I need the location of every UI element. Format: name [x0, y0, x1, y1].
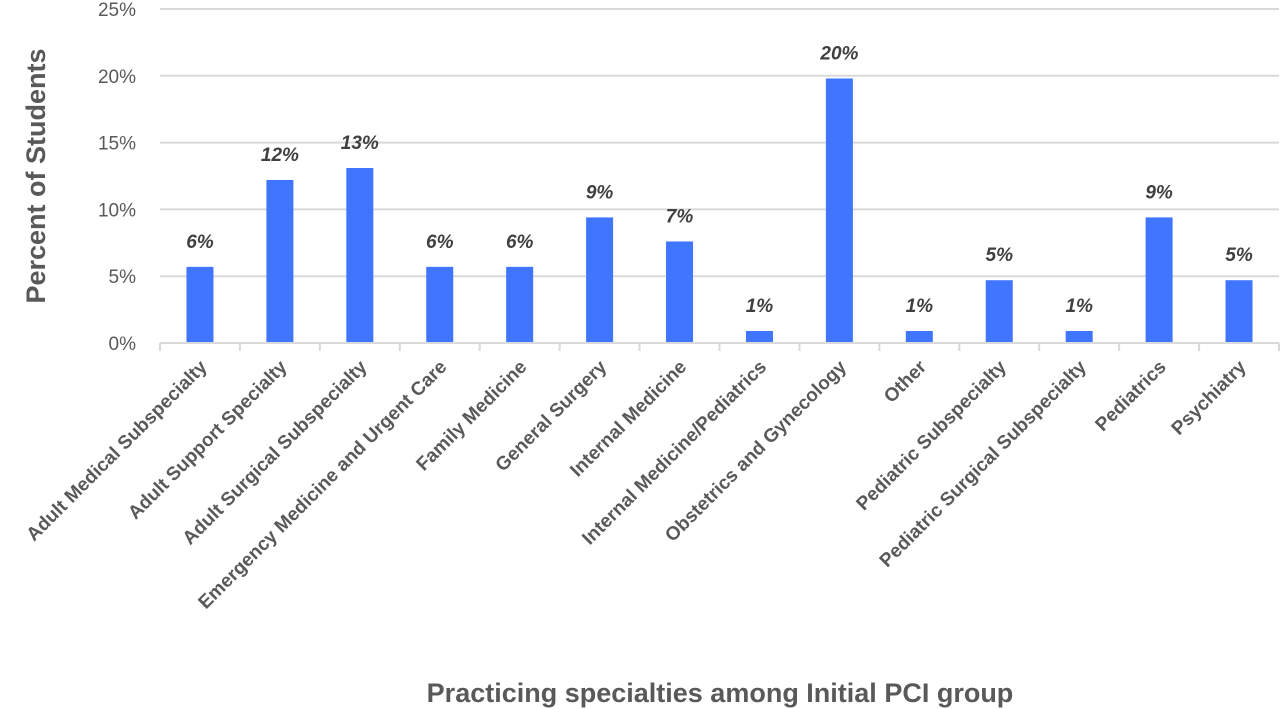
data-label: 1%	[906, 296, 934, 317]
y-tick-label: 10%	[98, 200, 136, 221]
data-label: 7%	[666, 206, 694, 227]
y-tick-label: 5%	[109, 267, 137, 288]
x-category-label: Adult Support Specialty	[124, 356, 291, 523]
gridlines	[160, 8, 1279, 278]
bar	[666, 241, 694, 343]
x-category-label: Pediatrics	[1092, 357, 1171, 436]
bar	[1145, 217, 1173, 343]
data-label: 12%	[261, 145, 299, 166]
data-label: 9%	[1145, 182, 1173, 203]
y-axis-ticks: 0% 5% 10% 15% 20% 25%	[98, 0, 136, 355]
data-label: 9%	[586, 182, 614, 203]
bar	[346, 167, 374, 343]
data-label: 1%	[1065, 296, 1093, 317]
bar	[186, 266, 214, 343]
y-tick-label: 0%	[109, 334, 137, 355]
data-label: 1%	[746, 296, 774, 317]
y-tick-label: 25%	[98, 0, 136, 21]
bar	[1225, 280, 1253, 343]
bars	[186, 78, 1253, 344]
bar	[506, 266, 534, 343]
bar	[745, 330, 773, 343]
y-tick-label: 15%	[98, 134, 136, 155]
x-category-label: Pediatric Subspecialty	[853, 356, 1012, 515]
data-label: 5%	[1225, 245, 1253, 266]
data-label: 20%	[819, 43, 858, 64]
y-axis-title: Percent of Students	[21, 48, 51, 303]
bar	[1065, 330, 1093, 343]
bar	[426, 266, 454, 343]
bar	[825, 78, 853, 344]
data-label: 5%	[986, 245, 1014, 266]
data-label: 6%	[426, 232, 454, 253]
bar	[905, 330, 933, 343]
bar	[985, 280, 1013, 343]
data-labels: 6% 12% 13% 6% 6% 9% 7% 1% 20% 1% 5% 1% 9% 5%	[186, 43, 1253, 317]
x-category-label: Other	[880, 356, 931, 407]
bar	[266, 180, 294, 343]
x-category-label: Psychiatry	[1168, 356, 1251, 439]
data-label: 6%	[506, 232, 534, 253]
data-label: 13%	[341, 133, 379, 154]
data-label: 6%	[186, 232, 214, 253]
y-tick-label: 20%	[98, 67, 136, 88]
bar	[586, 217, 614, 343]
x-axis-title: Practicing specialties among Initial PCI…	[427, 678, 1014, 708]
